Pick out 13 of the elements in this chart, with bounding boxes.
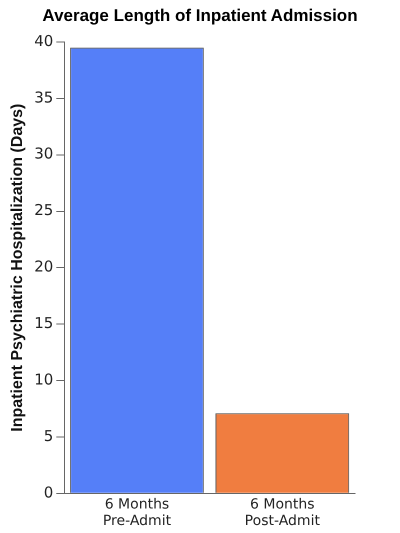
y-tick-label: 15: [34, 314, 54, 332]
chart-title: Average Length of Inpatient Admission: [41, 6, 359, 27]
y-tick-label: 10: [34, 370, 54, 388]
y-tick-label: 0: [44, 483, 54, 502]
x-tick-label: 6 Months Pre-Admit: [102, 496, 172, 530]
y-tick-label: 20: [34, 258, 54, 276]
y-tick-label: 35: [34, 88, 54, 106]
y-axis-title: Inpatient Psychiatric Hospitalization (Days): [9, 104, 26, 432]
x-tick-label: 6 Months Post-Admit: [244, 496, 320, 530]
y-tick-label: 5: [44, 426, 54, 445]
y-tick-label: 30: [34, 144, 54, 163]
y-tick-label: 40: [34, 32, 54, 50]
y-tick-label: 25: [34, 201, 54, 220]
